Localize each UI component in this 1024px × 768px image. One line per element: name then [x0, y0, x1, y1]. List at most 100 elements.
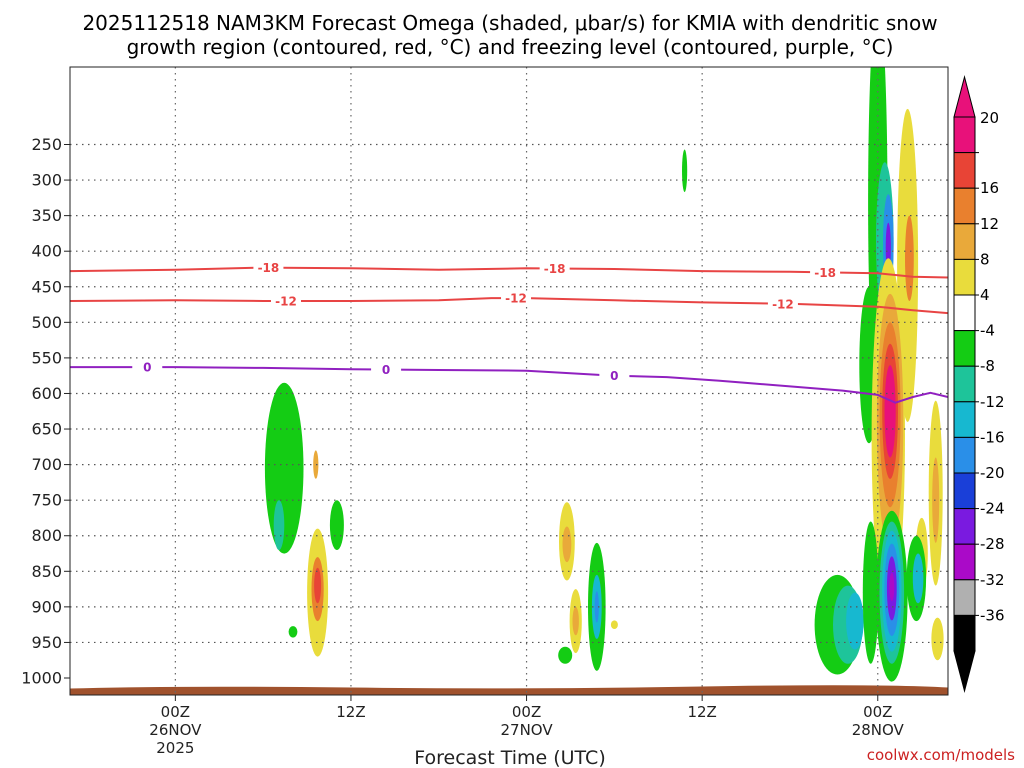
y-tick-label-700: 700: [31, 455, 62, 474]
grid-lines: [70, 67, 948, 695]
contour-label-0-0: -18: [258, 261, 280, 275]
colorbar-label-10: -24: [980, 500, 1005, 518]
contour-label-2-0: 0: [143, 361, 151, 375]
colorbar-label-6: -8: [980, 357, 995, 375]
y-tick-label-900: 900: [31, 597, 62, 616]
colorbar-swatch-4: [953, 258, 976, 296]
omega-cell-3: [329, 500, 344, 550]
omega-cell-7: [288, 626, 298, 638]
colorbar-label-top: 20: [980, 109, 999, 127]
y-axis-ticks: 250 300 350 400 450 500 550 600 650 700 750 800 850 9…: [21, 135, 70, 688]
colorbar-swatch-6: [953, 330, 976, 367]
colorbar-swatch-11: [953, 508, 976, 545]
y-tick-label-750: 750: [31, 491, 62, 510]
omega-cell-45: [931, 617, 944, 661]
colorbar-swatch-9: [953, 436, 976, 474]
omega-cell-44: [912, 553, 924, 604]
colorbar-label-2: 12: [980, 215, 999, 233]
omega-cell-8: [682, 149, 688, 193]
plot-frame: [69, 66, 949, 696]
contour-label-bg-0-2: [810, 265, 841, 280]
chart-title-line2: growth region (contoured, red, °C) and f…: [127, 35, 894, 59]
colorbar-label-11: -28: [980, 535, 1005, 553]
y-tick-label-650: 650: [31, 420, 62, 439]
omega-cell-16: [558, 646, 573, 664]
contour-label-bg-0-1: [539, 261, 570, 276]
colorbar-swatch-14: [953, 614, 976, 652]
colorbar-swatch-5: [953, 294, 976, 332]
contour-label-bg-1-1: [501, 291, 532, 306]
x-tick-label-2: 00Z: [512, 703, 541, 721]
y-tick-label-600: 600: [31, 384, 62, 403]
omega-cell-0: [264, 382, 304, 554]
colorbar-swatch-3: [953, 223, 976, 260]
omega-cell-36: [862, 521, 879, 664]
omega-cell-17: [610, 620, 618, 629]
y-tick-label-1000: 1000: [21, 669, 62, 688]
omega-cell-15: [572, 606, 579, 636]
y-tick-label-950: 950: [31, 633, 62, 652]
y-tick-label-350: 350: [31, 206, 62, 225]
omega-cell-10: [562, 526, 572, 563]
contour-label-1-2: -12: [772, 297, 794, 311]
x-tick-label-0: 00Z: [161, 703, 190, 721]
x-tick-label-3: 12Z: [687, 703, 716, 721]
temperature-contours: -18 -18 -18 -12 -12 -12 0 0 0: [70, 260, 948, 404]
colorbar-label-8: -16: [980, 428, 1005, 446]
colorbar-swatch-10: [953, 472, 976, 510]
y-tick-label-250: 250: [31, 135, 62, 154]
colorbar-bottom-arrow: [953, 650, 976, 693]
y-tick-label-400: 400: [31, 242, 62, 261]
colorbar-swatch-0: [953, 116, 976, 154]
y-tick-label-500: 500: [31, 313, 62, 332]
contour-label-bg-2-0: [132, 360, 163, 375]
colorbar-swatch-13: [953, 579, 976, 616]
x-tick-date-0: 26NOV: [149, 721, 202, 739]
omega-cell-31: [932, 457, 940, 543]
colorbar: 16 12 8 4 -4 -8 -12 -16 -20 -24 -28 -32 -36 20: [953, 75, 1005, 693]
contour-label-0-1: -18: [544, 262, 566, 276]
omega-cell-2: [313, 450, 319, 479]
contour-label-bg-1-0: [270, 293, 301, 308]
y-tick-label-800: 800: [31, 526, 62, 545]
omega-shading: [70, 67, 948, 695]
y-tick-label-550: 550: [31, 348, 62, 367]
colorbar-swatch-12: [953, 543, 976, 581]
omega-cell-35: [846, 592, 864, 650]
omega-cell-1: [273, 500, 285, 550]
contour-label-bg-2-1: [371, 362, 402, 377]
x-tick-label-4: 00Z: [863, 703, 892, 721]
colorbar-label-9: -20: [980, 464, 1005, 482]
contour-label-1-0: -12: [275, 294, 297, 308]
colorbar-label-3: 8: [980, 250, 990, 268]
colorbar-top-arrow: [953, 75, 976, 118]
credit-text: coolwx.com/models: [867, 746, 1015, 764]
omega-cell-29: [884, 365, 896, 458]
chart-title-line1: 2025112518 NAM3KM Forecast Omega (shaded…: [82, 11, 937, 35]
contour-line-2: [70, 366, 948, 404]
colorbar-swatch-2: [953, 187, 976, 225]
contour-label-2-1: 0: [382, 363, 390, 377]
omega-cell-13: [594, 591, 599, 623]
colorbar-label-4: 4: [980, 286, 990, 304]
contour-line-0: [70, 266, 948, 279]
y-tick-label-850: 850: [31, 562, 62, 581]
contour-label-bg-0-0: [253, 260, 284, 275]
contour-label-bg-1-2: [767, 296, 798, 311]
contour-label-2-2: 0: [610, 369, 618, 383]
x-axis-title: Forecast Time (UTC): [414, 747, 605, 768]
colorbar-label-1: 16: [980, 179, 999, 197]
omega-cell-6: [314, 567, 322, 604]
x-tick-date-4: 28NOV: [852, 721, 905, 739]
omega-cell-42: [889, 572, 895, 602]
colorbar-label-5: -4: [980, 322, 995, 340]
colorbar-swatch-7: [953, 365, 976, 403]
colorbar-swatch-8: [953, 401, 976, 438]
colorbar-swatch-1: [953, 152, 976, 189]
x-tick-year-0: 2025: [156, 739, 194, 757]
x-tick-date-2: 27NOV: [500, 721, 553, 739]
y-tick-label-300: 300: [31, 171, 62, 190]
contour-label-0-2: -18: [814, 266, 836, 280]
